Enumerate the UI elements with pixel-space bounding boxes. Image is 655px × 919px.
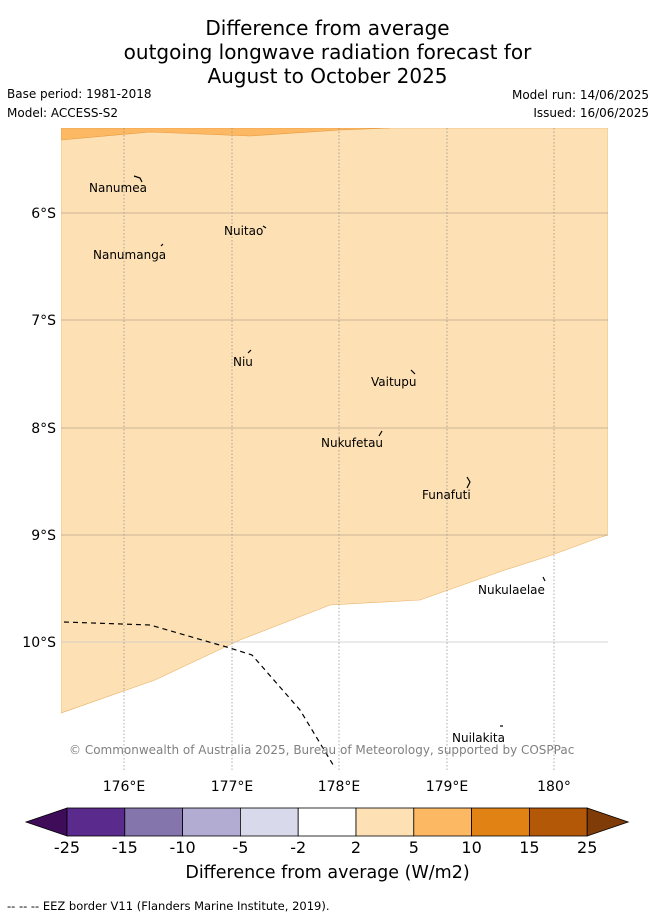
island-nukufetau-shape	[378, 430, 383, 437]
island-label-vaitupu: Vaitupu	[371, 375, 417, 389]
colorbar-tick: -10	[169, 838, 196, 857]
lat-label-9s: 9°S	[31, 528, 56, 544]
anomaly-region-2-to-5	[61, 128, 608, 714]
island-label-nukulaelae: Nukulaelae	[478, 583, 545, 597]
colorbar-label: Difference from average (W/m2)	[185, 863, 470, 883]
colorbar-tick: -15	[111, 838, 138, 857]
colorbar	[24, 807, 630, 837]
copyright-text: © Commonwealth of Australia 2025, Bureau…	[69, 743, 574, 757]
title-line-3: August to October 2025	[207, 64, 448, 88]
island-nanumea-shape	[133, 175, 143, 183]
lon-label-178e: 178°E	[318, 779, 361, 795]
colorbar-segment	[297, 807, 357, 837]
colorbar-tick: -25	[53, 838, 81, 857]
island-niu-shape	[247, 349, 252, 354]
island-label-nuilakita: Nuilakita	[452, 731, 505, 745]
island-label-nanumanga: Nanumanga	[93, 248, 166, 262]
colorbar-segment	[529, 807, 588, 837]
title-line-2: outgoing longwave radiation forecast for	[123, 40, 532, 64]
island-funafuti-shape	[466, 476, 471, 489]
colorbar-extend-low	[24, 807, 68, 837]
colorbar-segment	[182, 807, 241, 837]
island-label-nukufetau: Nukufetau	[321, 436, 383, 450]
lon-label-180: 180°	[537, 779, 571, 795]
colorbar-tick: 5	[408, 838, 419, 857]
colorbar-extend-high	[586, 807, 630, 837]
lat-label-6s: 6°S	[31, 206, 56, 222]
island-label-funafuti: Funafuti	[422, 488, 471, 502]
colorbar-tick: 25	[577, 838, 598, 857]
latitude-gridlines	[61, 212, 608, 536]
island-outlines	[133, 175, 546, 727]
colorbar-segment	[124, 807, 184, 837]
island-label-nuitao: Nuitao	[224, 224, 263, 238]
colorbar-segment	[239, 807, 299, 837]
island-label-niu: Niu	[233, 355, 253, 369]
colorbar-tick: 2	[350, 838, 362, 857]
lat-label-10s: 10°S	[22, 635, 56, 651]
colorbar-tick: 10	[461, 838, 482, 857]
island-vaitupu-shape	[410, 369, 416, 375]
lat-label-8s: 8°S	[31, 421, 56, 437]
model-run-text: Model run: 14/06/2025	[511, 88, 649, 102]
lon-label-176e: 176°E	[103, 779, 146, 795]
colorbar-segment	[355, 807, 415, 837]
colorbar-segment	[413, 807, 472, 837]
anomaly-region-5-to-10	[61, 128, 391, 141]
longitude-gridlines	[123, 128, 555, 772]
eez-border	[63, 621, 336, 769]
lat-label-7s: 7°S	[31, 313, 56, 329]
colorbar-tick: 15	[519, 838, 540, 857]
colorbar-segment	[471, 807, 530, 837]
colorbar-tick: -5	[232, 838, 249, 857]
chart-title: Difference from average outgoing longwav…	[0, 16, 655, 88]
lon-label-177e: 177°E	[211, 779, 254, 795]
island-label-nanumea: Nanumea	[89, 181, 147, 195]
model-text: Model: ACCESS-S2	[7, 106, 119, 120]
colorbar-tick: -2	[290, 838, 307, 857]
base-period-text: Base period: 1981-2018	[7, 87, 152, 101]
colorbar-segment	[66, 807, 126, 837]
eez-footnote: -- -- -- EEZ border V11 (Flanders Marine…	[7, 899, 330, 913]
issued-text: Issued: 16/06/2025	[533, 106, 649, 120]
lon-label-179e: 179°E	[426, 779, 469, 795]
island-nuitao-shape	[262, 225, 267, 229]
island-nukulaelae-shape	[542, 576, 546, 582]
island-nanumanga-shape	[160, 243, 164, 247]
title-line-1: Difference from average	[205, 16, 450, 40]
